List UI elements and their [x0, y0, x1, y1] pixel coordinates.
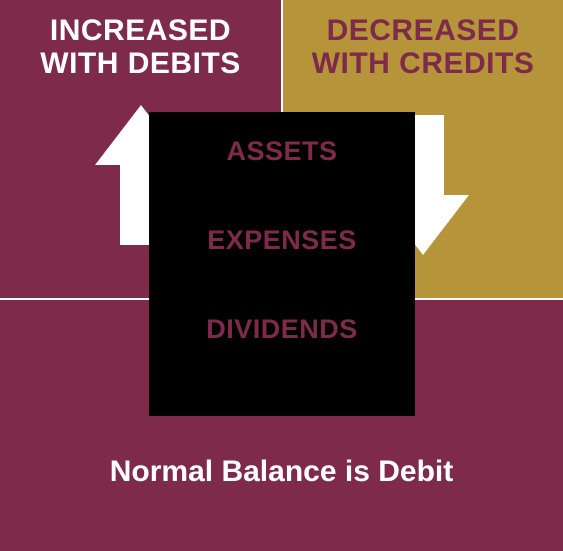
decreased-heading: DECREASED WITH CREDITS — [283, 0, 563, 80]
debit-normal-balance-diagram: INCREASED WITH DEBITS DECREASED WITH CRE… — [0, 0, 563, 551]
increased-heading: INCREASED WITH DEBITS — [0, 0, 281, 80]
decreased-line2: WITH CREDITS — [312, 47, 535, 80]
account-type-assets: ASSETS — [149, 136, 415, 167]
account-types-box: ASSETS EXPENSES DIVIDENDS — [149, 112, 415, 416]
decreased-line1: DECREASED — [327, 14, 520, 47]
normal-balance-caption: Normal Balance is Debit — [0, 455, 563, 489]
account-type-expenses: EXPENSES — [149, 225, 415, 256]
account-type-dividends: DIVIDENDS — [149, 314, 415, 345]
increased-line1: INCREASED — [50, 14, 231, 47]
increased-line2: WITH DEBITS — [40, 47, 241, 80]
